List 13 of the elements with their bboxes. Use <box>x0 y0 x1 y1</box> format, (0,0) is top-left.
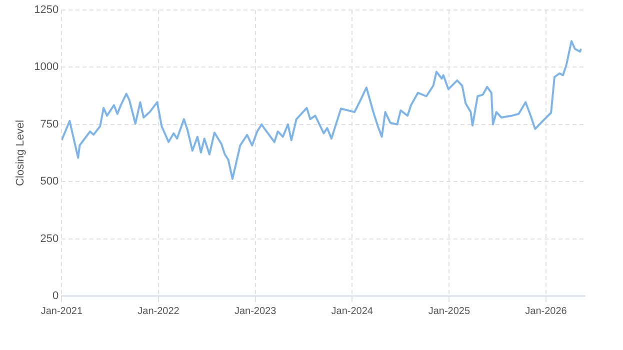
y-tick-label: 0 <box>52 290 59 302</box>
x-tick-label: Jan-2024 <box>331 306 374 317</box>
y-tick-label: 750 <box>40 118 59 130</box>
y-axis-title: Closing Level <box>14 120 27 186</box>
x-tick-label: Jan-2025 <box>428 306 470 317</box>
y-tick-label: 1250 <box>34 4 59 16</box>
x-tick-label: Jan-2021 <box>40 306 83 317</box>
x-tick-label: Jan-2022 <box>138 306 180 317</box>
y-tick-label: 1000 <box>34 61 59 74</box>
y-tick-label: 500 <box>40 176 59 188</box>
x-tick-label: Jan-2023 <box>234 306 277 317</box>
x-tick-label: Jan-2026 <box>525 306 568 317</box>
y-tick-label: 250 <box>40 232 59 245</box>
